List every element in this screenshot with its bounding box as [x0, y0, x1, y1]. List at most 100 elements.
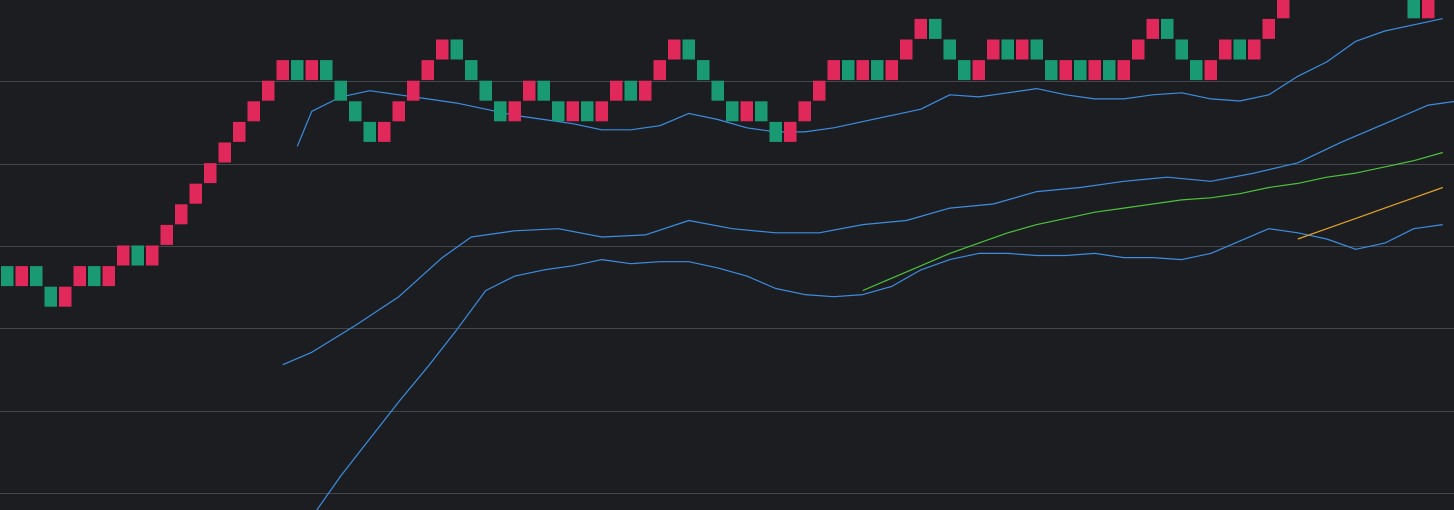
renko-brick-down [581, 101, 594, 122]
renko-brick-up [189, 183, 202, 204]
renko-brick-up [1016, 39, 1029, 60]
renko-brick-down [1190, 60, 1203, 81]
bollinger-upper-line [296, 18, 1443, 147]
renko-brick-down [465, 60, 478, 81]
renko-brick-up [160, 224, 173, 245]
renko-brick-up [972, 60, 985, 81]
renko-brick-up [407, 80, 420, 101]
renko-brick-down [1175, 39, 1188, 60]
renko-brick-up [392, 101, 405, 122]
moving-average-orange-line [1297, 186, 1444, 240]
renko-brick-down [958, 60, 971, 81]
renko-brick-down [1030, 39, 1043, 60]
moving-average-green-line [862, 151, 1443, 292]
renko-brick-up [595, 101, 608, 122]
renko-brick-up [1262, 18, 1275, 39]
renko-brick-up [610, 80, 623, 101]
renko-brick-up [639, 80, 652, 101]
renko-brick-up [813, 80, 826, 101]
renko-brick-down [1045, 60, 1058, 81]
renko-brick-up [233, 121, 246, 142]
renko-brick-up [1248, 39, 1261, 60]
renko-brick-up [740, 101, 753, 122]
renko-brick-down [769, 121, 782, 142]
renko-brick-up [784, 121, 797, 142]
renko-brick-up [856, 60, 869, 81]
renko-brick-up [668, 39, 681, 60]
renko-bricks [1, 0, 1435, 307]
renko-brick-up [566, 101, 579, 122]
renko-brick-up [146, 245, 159, 266]
renko-brick-down [363, 121, 376, 142]
renko-brick-down [755, 101, 768, 122]
renko-brick-down [291, 60, 304, 81]
renko-brick-down [842, 60, 855, 81]
renko-brick-up [914, 18, 927, 39]
renko-brick-down [537, 80, 550, 101]
renko-brick-up [1146, 18, 1159, 39]
renko-brick-up [175, 204, 188, 225]
renko-brick-up [1117, 60, 1130, 81]
renko-brick-down [682, 39, 695, 60]
renko-brick-down [334, 80, 347, 101]
renko-brick-up [508, 101, 521, 122]
renko-brick-down [697, 60, 710, 81]
renko-brick-up [1088, 60, 1101, 81]
renko-brick-down [30, 266, 43, 287]
renko-brick-up [117, 245, 130, 266]
renko-brick-down [320, 60, 333, 81]
renko-brick-up [1277, 0, 1290, 19]
bollinger-lower-line [316, 224, 1443, 510]
renko-brick-up [798, 101, 811, 122]
renko-brick-up [885, 60, 898, 81]
renko-brick-up [827, 60, 840, 81]
renko-brick-down [88, 266, 101, 287]
renko-brick-down [943, 39, 956, 60]
renko-brick-up [1059, 60, 1072, 81]
renko-brick-up [247, 101, 260, 122]
renko-brick-down [711, 80, 724, 101]
renko-brick-down [624, 80, 637, 101]
renko-brick-down [1, 266, 14, 287]
renko-brick-up [305, 60, 318, 81]
renko-brick-up [1204, 60, 1217, 81]
indicator-lines [282, 18, 1454, 510]
renko-brick-up [1422, 0, 1435, 19]
renko-brick-up [378, 121, 391, 142]
renko-brick-up [523, 80, 536, 101]
renko-brick-up [1132, 39, 1145, 60]
renko-brick-down [1233, 39, 1246, 60]
renko-brick-up [262, 80, 275, 101]
renko-brick-down [1161, 18, 1174, 39]
renko-brick-down [1407, 0, 1420, 19]
bollinger-mid-line [282, 100, 1454, 366]
renko-brick-down [494, 101, 507, 122]
renko-brick-up [102, 266, 115, 287]
renko-brick-down [479, 80, 492, 101]
renko-brick-down [1103, 60, 1116, 81]
renko-brick-down [44, 286, 57, 307]
renko-brick-up [900, 39, 913, 60]
renko-brick-up [653, 60, 666, 81]
renko-brick-down [726, 101, 739, 122]
renko-brick-down [929, 18, 942, 39]
renko-brick-up [204, 163, 217, 184]
renko-brick-down [349, 101, 362, 122]
grid-lines [0, 81, 1454, 494]
renko-brick-down [1001, 39, 1014, 60]
renko-brick-up [15, 266, 28, 287]
renko-brick-up [276, 60, 289, 81]
renko-brick-up [436, 39, 449, 60]
renko-brick-down [871, 60, 884, 81]
renko-brick-down [552, 101, 565, 122]
renko-brick-up [73, 266, 86, 287]
renko-brick-up [218, 142, 231, 163]
renko-brick-up [1219, 39, 1232, 60]
renko-brick-up [421, 60, 434, 81]
renko-brick-up [59, 286, 72, 307]
renko-brick-down [131, 245, 144, 266]
renko-brick-down [450, 39, 463, 60]
renko-brick-down [1074, 60, 1087, 81]
